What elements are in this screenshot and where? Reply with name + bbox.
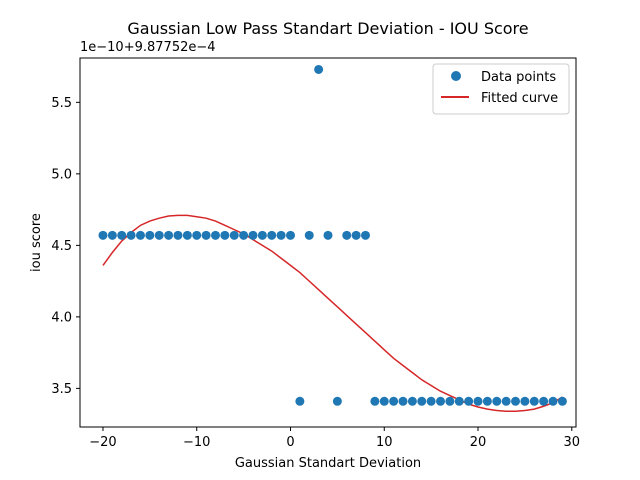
data-point	[267, 230, 277, 240]
data-point	[126, 230, 136, 240]
data-point	[520, 396, 530, 406]
data-point	[342, 230, 352, 240]
axes-frame	[79, 57, 577, 428]
x-tick-label: 10	[376, 435, 393, 450]
data-point	[323, 230, 333, 240]
x-tick-label: 0	[286, 435, 294, 450]
data-point	[117, 230, 127, 240]
data-point	[135, 230, 145, 240]
data-point	[192, 230, 202, 240]
plot-area	[98, 64, 567, 413]
legend-label-fitted-curve: Fitted curve	[481, 91, 558, 106]
data-point	[501, 396, 511, 406]
y-tick-label: 3.5	[51, 382, 72, 397]
y-offset-text: 1e−10+9.87752e−4	[80, 40, 216, 55]
legend-marker-data-points	[451, 71, 461, 81]
data-point	[492, 396, 502, 406]
data-point	[314, 64, 324, 74]
data-point	[436, 396, 446, 406]
y-tick-label: 5.0	[51, 167, 72, 182]
data-point	[539, 396, 549, 406]
data-point	[173, 230, 183, 240]
x-tick-label: −10	[183, 435, 210, 450]
data-point	[248, 230, 258, 240]
legend-box	[432, 63, 570, 115]
data-point	[295, 396, 305, 406]
data-point	[407, 396, 417, 406]
y-tick-label: 4.5	[51, 239, 72, 254]
y-axis-label: iou score	[29, 213, 44, 272]
data-point	[529, 396, 539, 406]
data-point	[276, 230, 286, 240]
data-point	[201, 230, 211, 240]
data-point	[454, 396, 464, 406]
data-point	[304, 230, 314, 240]
x-axis-label: Gaussian Standart Deviation	[235, 456, 421, 471]
data-point	[351, 230, 361, 240]
data-point	[445, 396, 455, 406]
data-point	[220, 230, 230, 240]
data-point	[257, 230, 267, 240]
data-point	[239, 230, 249, 240]
data-point	[417, 396, 427, 406]
data-point	[361, 230, 370, 240]
fitted-curve-line	[102, 214, 563, 413]
data-point	[210, 230, 220, 240]
x-tick-label: 20	[470, 435, 487, 450]
data-point	[154, 230, 164, 240]
fitted-curve-layer	[102, 214, 563, 413]
data-point	[107, 230, 117, 240]
data-point	[370, 396, 380, 406]
data-point	[482, 396, 492, 406]
data-point	[548, 396, 558, 406]
data-point	[164, 230, 174, 240]
x-axis: −20 −10 0 10 20 30	[89, 427, 580, 450]
legend-label-data-points: Data points	[481, 70, 556, 85]
y-tick-label: 4.0	[51, 310, 72, 325]
data-point	[557, 396, 567, 406]
data-point	[229, 230, 239, 240]
data-point	[286, 230, 295, 240]
data-point	[332, 396, 342, 406]
data-point	[473, 396, 483, 406]
data-point	[398, 396, 408, 406]
data-point	[511, 396, 521, 406]
data-points-layer	[98, 64, 567, 406]
data-point	[389, 396, 399, 406]
x-tick-label: −20	[89, 435, 116, 450]
legend: Data points Fitted curve	[432, 63, 570, 115]
chart-title: Gaussian Low Pass Standart Deviation - I…	[127, 19, 528, 38]
y-axis: 3.5 4.0 4.5 5.0 5.5	[51, 96, 80, 397]
y-tick-label: 5.5	[51, 96, 72, 111]
data-point	[426, 396, 436, 406]
data-point	[98, 230, 108, 240]
data-point	[145, 230, 155, 240]
data-point	[379, 396, 389, 406]
data-point	[464, 396, 474, 406]
data-point	[182, 230, 192, 240]
x-tick-label: 30	[564, 435, 581, 450]
